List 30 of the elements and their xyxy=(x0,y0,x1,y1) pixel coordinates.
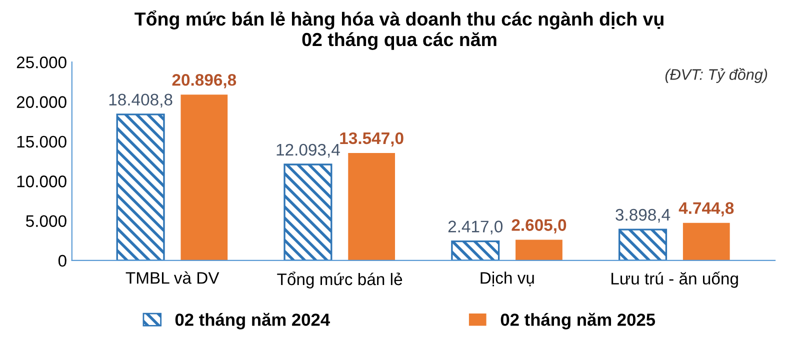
legend-label: 02 tháng năm 2025 xyxy=(500,312,656,330)
x-tick-label: TMBL và DV xyxy=(126,271,220,284)
data-label: 4.744,8 xyxy=(678,202,734,216)
x-tick-label: Tổng mức bán lẻ xyxy=(277,272,402,288)
y-tick-label: 0 xyxy=(58,254,66,267)
y-tick-label: 15.000 xyxy=(17,136,66,148)
y-tick-label: 25.000 xyxy=(16,56,66,68)
bar xyxy=(348,152,396,260)
y-tick-label: 10.000 xyxy=(17,176,66,188)
bar xyxy=(284,164,332,260)
bar xyxy=(180,94,228,260)
data-label: 3.898,4 xyxy=(616,208,670,223)
legend-label: 02 tháng năm 2024 xyxy=(175,312,330,330)
bar xyxy=(451,240,500,260)
data-label: 13.547,0 xyxy=(340,132,404,147)
data-label: 2.605,0 xyxy=(512,219,566,234)
y-tick-label: 20.000 xyxy=(16,96,66,108)
annotation: (ĐVT: Tỷ đồng) xyxy=(665,68,768,83)
data-label: 12.093,4 xyxy=(276,144,340,158)
data-label: 20.896,8 xyxy=(172,74,236,88)
chart-title: Tổng mức bán lẻ hàng hóa và doanh thu các ngành dịch vụ 02 tháng qua các năm xyxy=(134,10,664,50)
y-tick-label: 5.000 xyxy=(26,215,66,228)
bar xyxy=(682,222,730,260)
x-tick-label: Dịch vụ xyxy=(480,272,534,286)
data-label: 18.408,8 xyxy=(109,94,172,108)
bar xyxy=(618,228,668,260)
bar xyxy=(116,114,165,260)
data-label: 2.417,0 xyxy=(448,220,503,234)
x-tick-label: Lưu trú - ăn uống xyxy=(612,272,738,288)
bar xyxy=(516,240,562,260)
